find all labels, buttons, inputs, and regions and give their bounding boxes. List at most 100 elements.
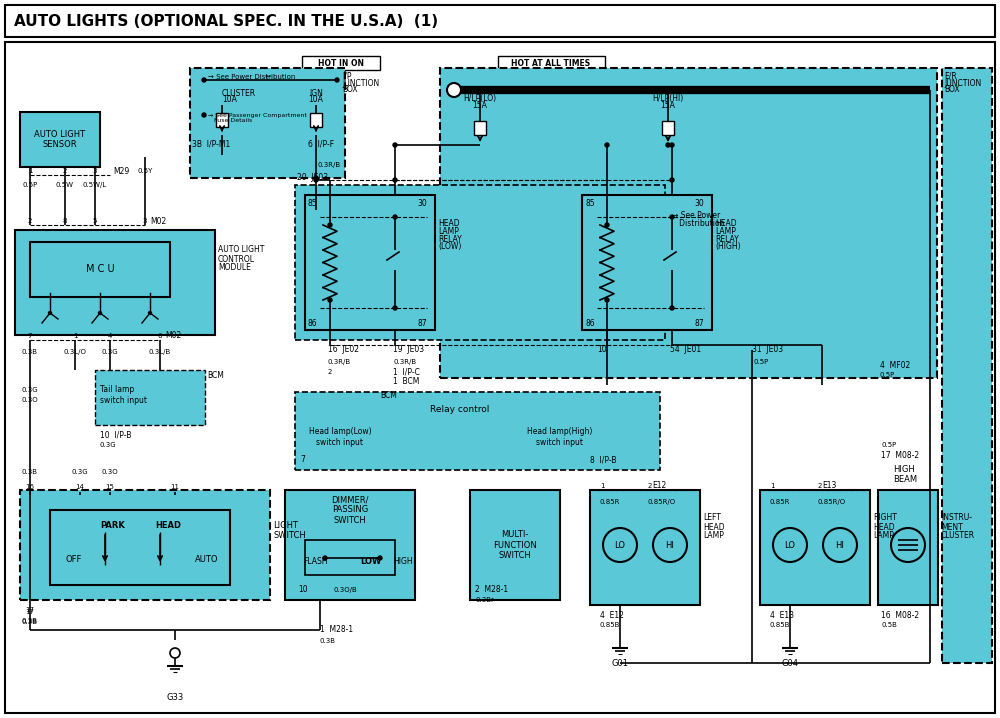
Text: 0.3O: 0.3O xyxy=(22,397,38,403)
Text: 1: 1 xyxy=(73,333,77,339)
Circle shape xyxy=(823,528,857,562)
Text: 10: 10 xyxy=(597,345,607,355)
Circle shape xyxy=(653,528,687,562)
Bar xyxy=(662,121,674,134)
Text: LOW: LOW xyxy=(360,557,381,567)
Text: 0.85R/O: 0.85R/O xyxy=(648,499,676,505)
Text: RELAY: RELAY xyxy=(715,235,739,243)
Text: M02: M02 xyxy=(165,332,181,340)
Bar xyxy=(190,68,345,178)
Text: 0.3B: 0.3B xyxy=(22,349,38,355)
Text: HIGH: HIGH xyxy=(393,557,413,567)
Text: 15A: 15A xyxy=(473,101,487,111)
Bar xyxy=(878,490,938,605)
Text: 4  E12: 4 E12 xyxy=(600,610,624,620)
Circle shape xyxy=(605,143,609,147)
Text: JUNCTION: JUNCTION xyxy=(944,78,981,88)
Text: 0.3R/B: 0.3R/B xyxy=(318,162,341,168)
Bar xyxy=(302,56,380,70)
Text: RIGHT: RIGHT xyxy=(873,513,897,523)
Text: 87: 87 xyxy=(417,319,427,327)
Circle shape xyxy=(670,178,674,182)
Text: M02: M02 xyxy=(150,217,166,225)
Text: 1  M28-1: 1 M28-1 xyxy=(320,625,353,635)
Text: SWITCH: SWITCH xyxy=(273,531,306,539)
Bar xyxy=(760,490,870,605)
Text: 0.3B: 0.3B xyxy=(22,469,38,475)
Text: AUTO LIGHTS (OPTIONAL SPEC. IN THE U.S.A)  (1): AUTO LIGHTS (OPTIONAL SPEC. IN THE U.S.A… xyxy=(14,14,438,29)
Text: JUNCTION: JUNCTION xyxy=(342,78,379,88)
Text: INSTRU-: INSTRU- xyxy=(941,513,972,523)
Text: LAMP: LAMP xyxy=(438,226,459,236)
Text: HEAD: HEAD xyxy=(715,218,737,228)
Text: 0.5W: 0.5W xyxy=(56,182,74,188)
Bar xyxy=(20,112,100,167)
Circle shape xyxy=(605,298,609,302)
Bar xyxy=(305,540,395,575)
Text: HEAD: HEAD xyxy=(438,218,460,228)
Text: LAMP: LAMP xyxy=(873,531,894,541)
Bar xyxy=(295,185,665,340)
Text: 14: 14 xyxy=(76,484,84,490)
Text: 86: 86 xyxy=(308,319,318,327)
Circle shape xyxy=(328,298,332,302)
Circle shape xyxy=(670,215,674,219)
Text: 0.3O: 0.3O xyxy=(102,469,118,475)
Text: E/R: E/R xyxy=(944,72,957,80)
Bar xyxy=(305,195,435,330)
Circle shape xyxy=(393,178,397,182)
Circle shape xyxy=(891,528,925,562)
Text: 0.3O/B: 0.3O/B xyxy=(333,587,357,593)
Text: E12: E12 xyxy=(652,480,666,490)
Text: Fuse Details: Fuse Details xyxy=(208,118,252,123)
Text: 17: 17 xyxy=(26,609,34,615)
Text: LIGHT: LIGHT xyxy=(273,521,298,529)
Circle shape xyxy=(323,556,327,560)
Text: AUTO: AUTO xyxy=(195,556,218,564)
Circle shape xyxy=(328,223,332,227)
Text: Head lamp(Low)
switch input: Head lamp(Low) switch input xyxy=(309,427,371,447)
Text: BCM: BCM xyxy=(207,370,224,380)
Text: MODULE: MODULE xyxy=(218,264,251,273)
Text: G01: G01 xyxy=(612,658,629,668)
Text: 0.3G: 0.3G xyxy=(72,469,88,475)
Text: 0.3G: 0.3G xyxy=(22,387,38,393)
Circle shape xyxy=(666,213,670,217)
Text: HOT IN ON: HOT IN ON xyxy=(318,58,364,67)
Circle shape xyxy=(48,312,52,314)
Text: 86: 86 xyxy=(585,319,595,327)
Bar xyxy=(470,490,560,600)
Text: 1: 1 xyxy=(600,483,604,489)
Circle shape xyxy=(447,83,461,97)
Circle shape xyxy=(98,312,102,314)
Text: MULTI-
FUNCTION
SWITCH: MULTI- FUNCTION SWITCH xyxy=(493,530,537,560)
Text: 10  I/P-B: 10 I/P-B xyxy=(100,431,131,439)
Text: Distribution: Distribution xyxy=(672,218,724,228)
Text: 0.3L/O: 0.3L/O xyxy=(64,349,86,355)
Text: Relay control: Relay control xyxy=(430,406,490,414)
Text: Tail lamp
switch input: Tail lamp switch input xyxy=(100,386,147,405)
Text: MENT: MENT xyxy=(941,523,963,531)
Text: M29: M29 xyxy=(113,167,129,175)
Circle shape xyxy=(666,143,670,147)
Text: 16  M08-2: 16 M08-2 xyxy=(881,610,919,620)
Text: HIGH: HIGH xyxy=(893,465,915,475)
Text: 0.85R: 0.85R xyxy=(600,499,620,505)
Circle shape xyxy=(393,306,397,310)
Text: 0.5P: 0.5P xyxy=(881,442,896,448)
Text: 0.5P: 0.5P xyxy=(754,359,769,365)
Text: H/LP(HI): H/LP(HI) xyxy=(652,93,684,103)
Text: (LOW): (LOW) xyxy=(438,243,461,251)
Text: 0.3Br: 0.3Br xyxy=(475,597,494,603)
Bar xyxy=(582,195,712,330)
Text: 30: 30 xyxy=(417,198,427,208)
Text: CONTROL: CONTROL xyxy=(218,254,255,264)
Text: 1: 1 xyxy=(28,168,32,174)
Circle shape xyxy=(202,78,206,82)
Text: M C U: M C U xyxy=(86,264,114,274)
Text: 0.3L/B: 0.3L/B xyxy=(149,349,171,355)
Text: G04: G04 xyxy=(782,658,798,668)
Text: 2: 2 xyxy=(818,483,822,489)
Text: 31  JE03: 31 JE03 xyxy=(752,345,783,355)
Text: 2: 2 xyxy=(63,168,67,174)
